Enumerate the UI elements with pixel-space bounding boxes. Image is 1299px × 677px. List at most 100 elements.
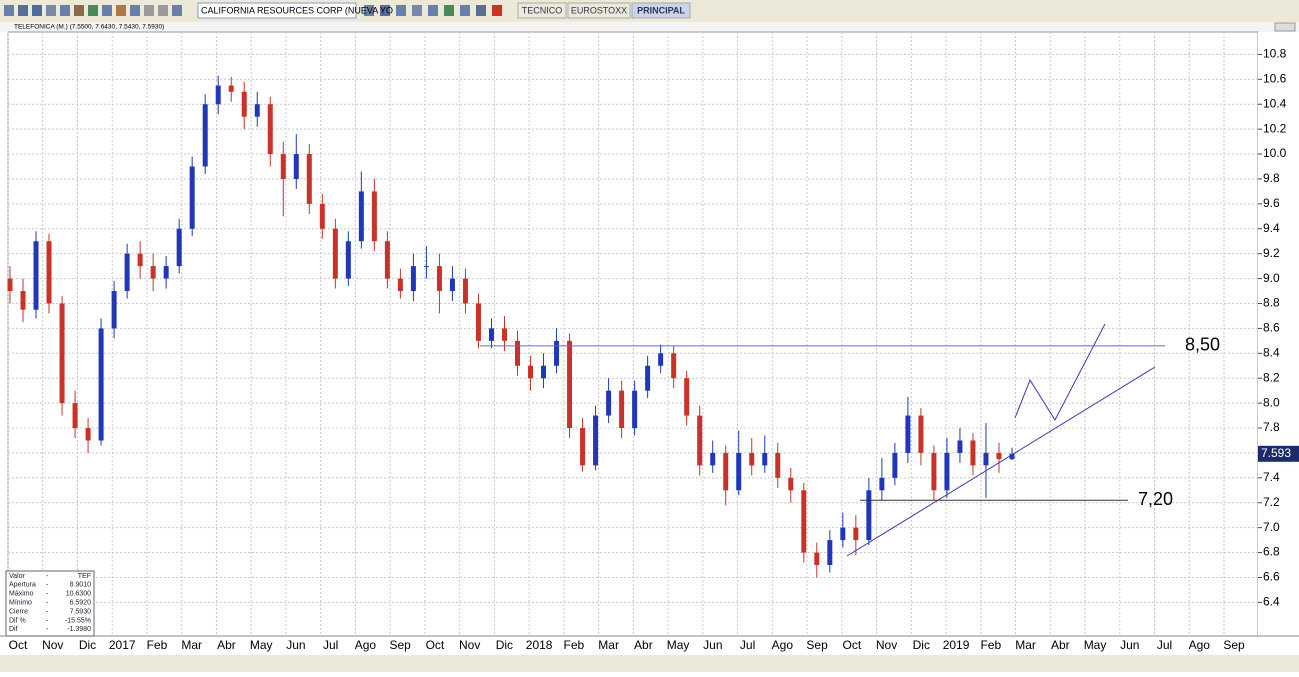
y-tick-label: 7.8 xyxy=(1263,420,1280,434)
candle-body xyxy=(814,552,820,566)
icon[interactable] xyxy=(444,5,454,16)
info-panel xyxy=(5,570,95,637)
candle-body xyxy=(788,477,794,491)
candle-body xyxy=(671,353,677,379)
icon[interactable] xyxy=(476,5,486,16)
candle-body xyxy=(59,303,65,404)
candle-body xyxy=(423,266,429,268)
icon[interactable] xyxy=(364,5,374,16)
y-tick-label: 9.4 xyxy=(1263,221,1280,235)
icon[interactable] xyxy=(396,5,406,16)
tab[interactable] xyxy=(567,2,631,19)
icon[interactable] xyxy=(428,5,438,16)
icon[interactable] xyxy=(74,5,84,16)
y-tick-label: 8.2 xyxy=(1263,370,1280,384)
tab-label: EUROSTOXX xyxy=(571,5,627,15)
tab-label: TECNICO xyxy=(522,5,563,15)
icon[interactable] xyxy=(4,5,14,16)
candle-body xyxy=(202,104,208,167)
icon[interactable] xyxy=(380,5,390,16)
icon[interactable] xyxy=(32,5,42,16)
y-tick-label: 6.8 xyxy=(1263,545,1280,559)
candle-body xyxy=(723,452,729,491)
candle-body xyxy=(163,266,169,279)
icon[interactable] xyxy=(158,5,168,16)
candle-body xyxy=(905,415,911,453)
candle-body xyxy=(345,241,351,279)
candle-body xyxy=(20,291,26,310)
x-tick-label: Dic xyxy=(79,638,96,652)
candle-body xyxy=(528,365,534,379)
icon[interactable] xyxy=(116,5,126,16)
x-tick-label: Jul xyxy=(740,638,755,652)
candle-body xyxy=(488,328,494,341)
x-tick-label: May xyxy=(667,638,690,652)
x-tick-label: Abr xyxy=(634,638,653,652)
x-tick-label: Mar xyxy=(598,638,619,652)
candle-body xyxy=(515,340,521,366)
info-sep: - xyxy=(46,608,49,615)
candle-body xyxy=(319,203,325,229)
info-value: -15.55% xyxy=(65,617,91,624)
tab[interactable] xyxy=(517,2,567,19)
tab-active[interactable] xyxy=(631,2,691,19)
candle-body xyxy=(1009,453,1015,460)
candle-body xyxy=(98,328,104,441)
candle-body xyxy=(410,266,416,292)
icon[interactable] xyxy=(492,5,502,16)
y-tick-label: 10.4 xyxy=(1263,96,1287,110)
icon[interactable] xyxy=(172,5,182,16)
symbol-field[interactable] xyxy=(197,2,357,19)
x-tick-label: Dic xyxy=(913,638,930,652)
info-key: Dif % xyxy=(9,617,26,624)
x-tick-label: Nov xyxy=(876,638,897,652)
x-tick-label: May xyxy=(250,638,273,652)
candle-body xyxy=(293,154,299,179)
info-sep: - xyxy=(46,626,49,633)
x-tick-label: Jul xyxy=(323,638,338,652)
candle-body xyxy=(228,85,234,92)
y-tick-label: 8.0 xyxy=(1263,395,1280,409)
info-value: 8.9010 xyxy=(70,582,92,589)
icon[interactable] xyxy=(46,5,56,16)
icon[interactable] xyxy=(130,5,140,16)
candle-body xyxy=(918,415,924,453)
icon[interactable] xyxy=(60,5,70,16)
candle-body xyxy=(254,104,260,117)
y-tick-label: 9.6 xyxy=(1263,196,1280,210)
y-tick-label: 7.2 xyxy=(1263,495,1280,509)
info-sep: - xyxy=(46,617,49,624)
panel-header xyxy=(0,22,1299,32)
candle-body xyxy=(554,340,560,366)
candle-body xyxy=(332,228,338,279)
candle-body xyxy=(944,452,950,491)
candle-body xyxy=(436,266,442,292)
candle-body xyxy=(840,527,846,541)
icon[interactable] xyxy=(412,5,422,16)
info-sep: - xyxy=(46,573,49,580)
candle-body xyxy=(983,452,989,466)
icon[interactable] xyxy=(102,5,112,16)
candle-body xyxy=(619,390,625,429)
info-value: 10.6300 xyxy=(66,591,91,598)
candle-body xyxy=(970,440,976,466)
y-tick-label: 9.2 xyxy=(1263,246,1280,260)
icon[interactable] xyxy=(460,5,470,16)
x-tick-label: Nov xyxy=(42,638,63,652)
icon[interactable] xyxy=(18,5,28,16)
icon[interactable] xyxy=(144,5,154,16)
candle-body xyxy=(801,490,807,553)
candle-body xyxy=(176,228,182,267)
candle-body xyxy=(606,390,612,416)
candle-body xyxy=(736,452,742,491)
candle-body xyxy=(645,365,651,391)
panel-button[interactable] xyxy=(1274,22,1296,32)
candle-body xyxy=(137,253,143,267)
info-value: TEF xyxy=(78,573,91,580)
x-tick-label: Oct xyxy=(426,638,445,652)
icon[interactable] xyxy=(88,5,98,16)
candle-body xyxy=(749,452,755,466)
info-sep: - xyxy=(46,600,49,607)
x-tick-label: Ago xyxy=(355,638,377,652)
